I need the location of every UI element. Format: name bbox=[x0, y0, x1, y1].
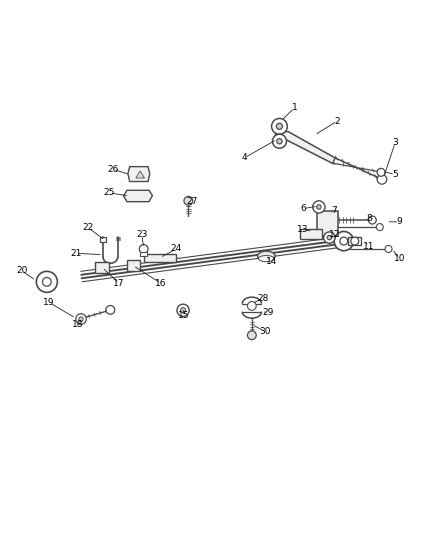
Text: 29: 29 bbox=[262, 308, 274, 317]
Circle shape bbox=[368, 216, 376, 224]
Circle shape bbox=[377, 168, 385, 176]
Bar bbox=[140, 253, 147, 256]
Text: 21: 21 bbox=[71, 249, 82, 258]
Circle shape bbox=[36, 271, 57, 292]
Text: 7: 7 bbox=[331, 206, 337, 215]
Text: 11: 11 bbox=[363, 242, 374, 251]
Ellipse shape bbox=[258, 255, 274, 262]
Text: 8: 8 bbox=[366, 214, 372, 223]
Text: 18: 18 bbox=[72, 320, 84, 329]
Circle shape bbox=[276, 123, 283, 130]
Text: 17: 17 bbox=[113, 279, 125, 288]
Text: 27: 27 bbox=[186, 197, 198, 206]
Circle shape bbox=[79, 317, 83, 321]
Polygon shape bbox=[124, 190, 152, 201]
Bar bbox=[300, 229, 322, 239]
Text: 6: 6 bbox=[300, 204, 306, 213]
Text: 13: 13 bbox=[297, 225, 309, 234]
Text: 23: 23 bbox=[136, 230, 148, 239]
Circle shape bbox=[340, 237, 348, 245]
Circle shape bbox=[247, 331, 256, 340]
Text: 9: 9 bbox=[396, 217, 403, 227]
Text: 22: 22 bbox=[83, 223, 94, 232]
Circle shape bbox=[76, 314, 86, 324]
Text: 14: 14 bbox=[266, 257, 277, 266]
Circle shape bbox=[377, 174, 387, 184]
Circle shape bbox=[272, 134, 286, 148]
Bar bbox=[317, 211, 338, 236]
Text: 30: 30 bbox=[259, 327, 270, 336]
Circle shape bbox=[272, 118, 287, 134]
Text: 16: 16 bbox=[155, 279, 166, 288]
Text: 25: 25 bbox=[104, 189, 115, 197]
Circle shape bbox=[177, 304, 189, 317]
Circle shape bbox=[324, 232, 335, 243]
Circle shape bbox=[247, 302, 256, 310]
Circle shape bbox=[317, 205, 321, 209]
Text: 1: 1 bbox=[291, 103, 297, 112]
Text: 15: 15 bbox=[178, 311, 190, 320]
Bar bbox=[348, 237, 361, 245]
Circle shape bbox=[351, 237, 359, 245]
Text: 20: 20 bbox=[16, 266, 28, 276]
Polygon shape bbox=[275, 132, 335, 164]
Circle shape bbox=[180, 308, 186, 313]
Text: 10: 10 bbox=[394, 254, 405, 263]
Circle shape bbox=[184, 197, 193, 205]
Text: 28: 28 bbox=[257, 294, 268, 303]
Circle shape bbox=[313, 201, 325, 213]
Text: 3: 3 bbox=[392, 139, 398, 148]
Text: 2: 2 bbox=[335, 117, 340, 126]
Text: 26: 26 bbox=[107, 165, 119, 174]
Text: 4: 4 bbox=[242, 154, 247, 163]
Circle shape bbox=[139, 245, 148, 253]
Circle shape bbox=[277, 139, 282, 144]
Polygon shape bbox=[136, 171, 145, 178]
Text: 5: 5 bbox=[392, 170, 398, 179]
Circle shape bbox=[334, 231, 353, 251]
Ellipse shape bbox=[258, 251, 275, 261]
Bar bbox=[144, 254, 176, 262]
Bar bbox=[127, 260, 140, 271]
Circle shape bbox=[327, 236, 332, 240]
Circle shape bbox=[42, 278, 51, 286]
Circle shape bbox=[385, 246, 392, 253]
Circle shape bbox=[376, 223, 383, 231]
Circle shape bbox=[106, 305, 115, 314]
Bar bbox=[100, 237, 106, 241]
Bar bbox=[95, 262, 109, 273]
Text: 19: 19 bbox=[43, 298, 55, 307]
Text: 12: 12 bbox=[329, 230, 341, 239]
Polygon shape bbox=[128, 167, 150, 182]
Text: 24: 24 bbox=[170, 245, 182, 254]
